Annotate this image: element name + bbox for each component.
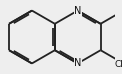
Text: CH₃: CH₃ [114, 60, 122, 69]
Text: N: N [74, 6, 81, 16]
Text: N: N [74, 58, 81, 68]
